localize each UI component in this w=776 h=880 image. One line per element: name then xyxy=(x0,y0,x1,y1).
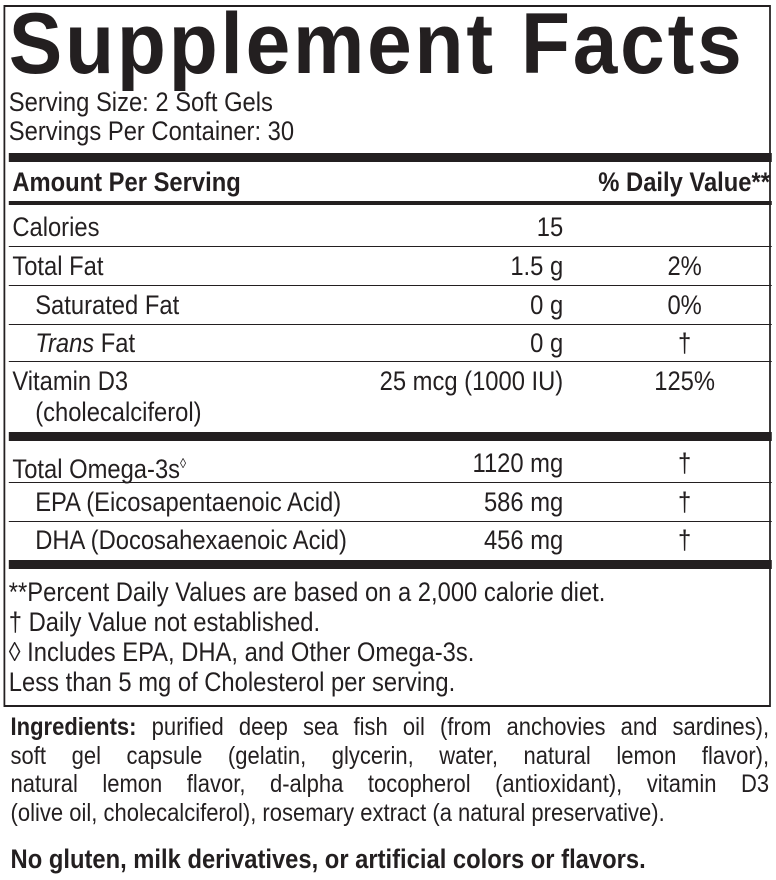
omega-name: Total Omega-3s xyxy=(12,454,181,484)
nutrient-amount: 456 mg xyxy=(483,525,564,555)
nutrient-name: Trans Fat xyxy=(35,324,135,362)
nutrient-name: EPA (Eicosapentaenoic Acid) xyxy=(35,487,342,517)
nutrient-amount: 25 mcg (1000 IU) xyxy=(379,366,564,396)
nutrient-name: Total Omega-3s◊ xyxy=(12,444,186,488)
ingredients: Ingredients: purified deep sea fish oil … xyxy=(11,713,770,827)
nutrient-row-vitamin-d3: Vitamin D3 (cholecalciferol) 25 mcg (100… xyxy=(9,362,772,430)
footnote-mark: ◊ xyxy=(180,455,187,471)
amount-header: Amount Per Serving xyxy=(12,167,241,197)
thick-divider xyxy=(8,153,772,162)
nutrient-row-trans-fat: Trans Fat 0 g † xyxy=(9,324,772,362)
nutrient-row-saturated-fat: Saturated Fat 0 g 0% xyxy=(8,286,772,325)
nutrient-row-epa: EPA (Eicosapentaenoic Acid) 586 mg † xyxy=(8,483,772,522)
nutrient-amount: 1.5 g xyxy=(510,251,564,281)
ingredients-text: purified deep sea fish oil (from anchovi… xyxy=(136,713,770,741)
nutrient-dv: 2% xyxy=(667,251,702,281)
nutrient-amount: 15 xyxy=(536,212,564,242)
nutrient-dv: 125% xyxy=(654,366,716,396)
nutrient-row-dha: DHA (Docosahexaenoic Acid) 456 mg † xyxy=(9,521,772,559)
nutrient-row-total-fat: Total Fat 1.5 g 2% xyxy=(8,247,772,286)
ingredients-line: Ingredients: purified deep sea fish oil … xyxy=(11,713,770,742)
nutrient-amount: 1120 mg xyxy=(472,448,564,478)
allergen-note: No gluten, milk derivatives, or artifici… xyxy=(10,844,646,874)
nutrient-name: Total Fat xyxy=(12,251,104,281)
nutrient-dv: † xyxy=(678,525,692,555)
footnote: **Percent Daily Values are based on a 2,… xyxy=(8,577,606,607)
nutrient-row-omega-3s: Total Omega-3s◊ 1120 mg † xyxy=(8,444,772,484)
thick-divider xyxy=(8,432,772,441)
column-header: Amount Per Serving % Daily Value** xyxy=(9,163,772,201)
footnote: Less than 5 mg of Cholesterol per servin… xyxy=(8,667,456,697)
footnote: ◊ Includes EPA, DHA, and Other Omega-3s. xyxy=(8,637,475,667)
ingredients-line: soft gel capsule (gelatin, glycerin, wat… xyxy=(10,741,770,770)
nutrient-dv: 0% xyxy=(667,290,702,320)
label-title: Supplement Facts xyxy=(8,0,745,92)
nutrient-amount: 0 g xyxy=(530,328,564,358)
nutrient-dv: † xyxy=(678,448,692,478)
ingredients-label: Ingredients: xyxy=(10,713,137,741)
medium-divider xyxy=(8,201,772,205)
thick-divider xyxy=(8,560,772,569)
ingredients-line: natural lemon flavor, d-alpha tocopherol… xyxy=(10,770,770,798)
facts-box xyxy=(3,5,771,707)
thin-divider xyxy=(8,361,772,362)
nutrient-name: Calories xyxy=(12,212,100,242)
footnote: † Daily Value not established. xyxy=(8,607,321,637)
nutrient-name: DHA (Docosahexaenoic Acid) xyxy=(35,525,347,555)
servings-per-container: Servings Per Container: 30 xyxy=(8,116,295,146)
fat-text: Fat xyxy=(94,328,136,358)
daily-value-header: % Daily Value** xyxy=(598,167,770,197)
nutrient-name: Saturated Fat xyxy=(35,290,180,320)
ingredients-line: (olive oil, cholecalciferol), rosemary e… xyxy=(10,798,665,827)
serving-size: Serving Size: 2 Soft Gels xyxy=(8,87,273,117)
nutrient-row-calories: Calories 15 xyxy=(8,208,772,247)
nutrient-amount: 586 mg xyxy=(483,487,564,517)
nutrient-name: Vitamin D3 xyxy=(12,366,129,396)
nutrient-amount: 0 g xyxy=(530,290,564,320)
nutrient-dv: † xyxy=(678,487,692,517)
trans-italic: Trans xyxy=(35,328,95,358)
nutrient-subname: (cholecalciferol) xyxy=(35,397,202,427)
nutrient-dv: † xyxy=(678,328,692,358)
